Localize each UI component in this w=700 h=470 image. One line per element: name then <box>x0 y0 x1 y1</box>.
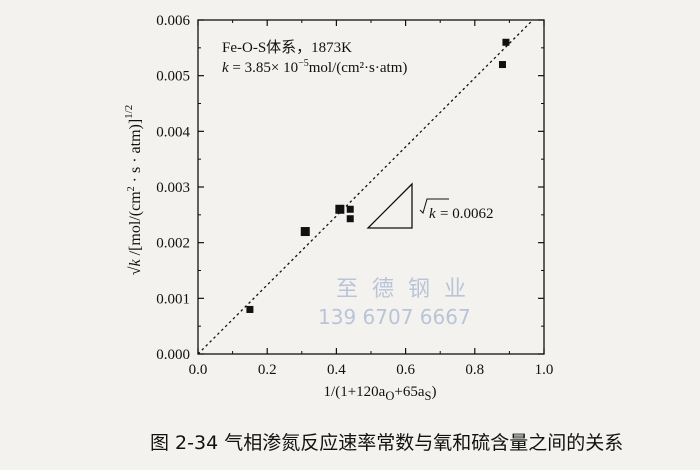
x-tick-labels: 0.0 0.2 0.4 0.6 0.8 1.0 <box>189 362 554 378</box>
x-tick-label: 0.8 <box>465 362 484 378</box>
svg-text:√k /[mol/(cm2 · s · atm)]1/2: √k /[mol/(cm2 · s · atm)]1/2 <box>123 105 144 275</box>
axis-ticks <box>197 19 545 355</box>
x-tick-label: 0.0 <box>189 362 208 378</box>
data-point <box>498 61 506 69</box>
data-point <box>346 205 354 213</box>
y-tick-label: 0.004 <box>156 124 190 140</box>
y-tick-labels: 0.000 0.001 0.002 0.003 0.004 0.005 0.006 <box>156 13 190 363</box>
x-tick-label: 0.2 <box>258 362 277 378</box>
x-tick-label: 0.4 <box>327 362 346 378</box>
data-point <box>300 227 310 237</box>
x-tick-label: 1.0 <box>535 362 554 378</box>
y-tick-label: 0.005 <box>156 69 190 85</box>
x-axis-label: 1/(1+120aO+65aS) <box>323 384 437 403</box>
slope-label: k = 0.0062 <box>419 198 493 222</box>
y-tick-label: 0.001 <box>156 291 190 307</box>
watermark-company: 至德钢业 <box>336 277 480 302</box>
data-points <box>246 38 510 313</box>
figure-caption: 图 2-34 气相渗氮反应速率常数与氧和硫含量之间的关系 <box>150 432 624 454</box>
system-annotation: Fe-O-S体系，1873K <box>222 39 352 56</box>
slope-triangle <box>366 182 413 229</box>
watermark-phone: 139 6707 6667 <box>318 305 471 329</box>
data-point <box>335 204 345 214</box>
svg-text:= 0.0062: = 0.0062 <box>440 206 493 222</box>
data-point <box>246 305 254 313</box>
svg-text:k: k <box>429 206 436 222</box>
x-tick-label: 0.6 <box>396 362 415 378</box>
y-tick-label: 0.002 <box>156 236 190 252</box>
y-tick-label: 0.006 <box>156 13 190 29</box>
data-point <box>346 215 354 223</box>
y-axis-label: √k /[mol/(cm2 · s · atm)]1/2 <box>123 105 144 275</box>
rate-constant-annotation: k = 3.85× 10−5mol/(cm²·s·atm) <box>222 58 407 76</box>
y-tick-label: 0.000 <box>156 347 190 363</box>
data-point <box>502 38 510 46</box>
fit-line <box>197 19 534 355</box>
y-tick-label: 0.003 <box>156 180 190 196</box>
